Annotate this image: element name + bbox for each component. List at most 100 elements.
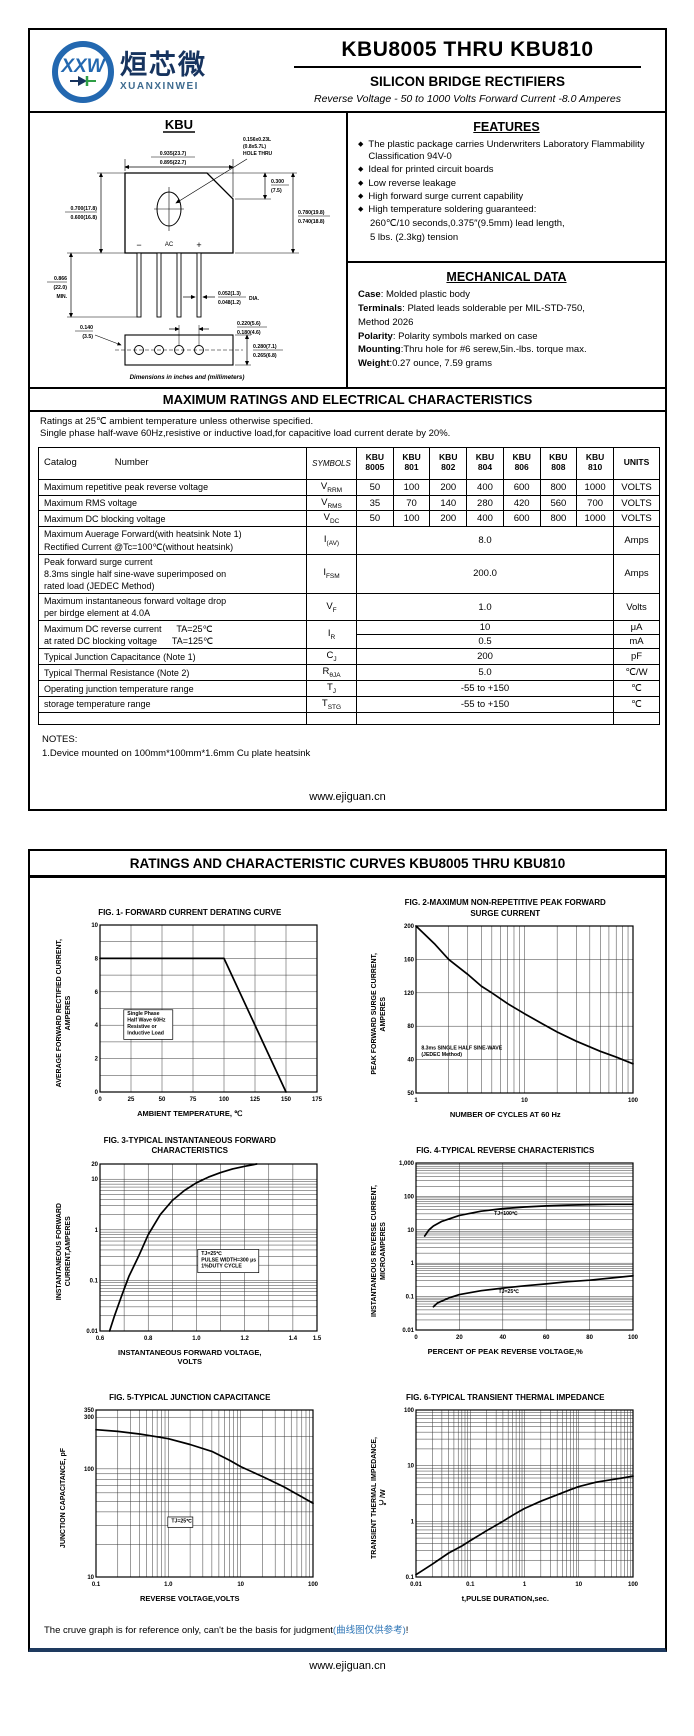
table-cell: 200	[429, 510, 468, 528]
dim-width-bottom: 0.895(22.7)	[160, 160, 187, 166]
table-cell: VOLTS	[613, 494, 660, 512]
header: XXW 烜芯微 XUANXINWEI KBU8005 THRU KBU810 S	[30, 30, 665, 111]
table-cell: VOLTS	[613, 478, 660, 496]
zth-curve	[414, 1475, 634, 1576]
x-axis-label: REVERSE VOLTAGE,VOLTS	[139, 1594, 240, 1604]
table-cell: Maximum Auerage Forward(with heatsink No…	[38, 526, 307, 555]
plot-border	[99, 1163, 318, 1332]
dim-bottom2-bottom: 0.180(4.6)	[237, 330, 261, 336]
y-tick-label: 0.1	[405, 1575, 414, 1581]
annotation-text: Inductive Load	[127, 1031, 164, 1037]
annotation-box	[123, 1009, 174, 1041]
table-cell: μA	[613, 620, 660, 636]
mechanical-heading: MECHANICAL DATA	[446, 270, 567, 284]
page-2: RATINGS AND CHARACTERISTIC CURVES KBU800…	[28, 849, 667, 1652]
table-cell: storage temperature range	[38, 696, 307, 713]
surge-current-curve	[414, 925, 634, 1065]
table-cell: 800	[539, 478, 578, 496]
dim-right-height-bottom: 0.740(18.8)	[298, 219, 325, 225]
y-tick-label: 10	[87, 1575, 94, 1581]
bullet-icon: ◆	[358, 166, 364, 174]
y-tick-label: 300	[84, 1415, 95, 1421]
mechanical-line: Weight:0.27 ounce, 7.59 grams	[358, 358, 492, 370]
y-tick-label: 10	[407, 1228, 414, 1234]
bullet-icon: ◆	[358, 179, 364, 187]
bullet-icon: ◆	[358, 206, 364, 214]
disclaimer-note: The cruve graph is for reference only, c…	[44, 1624, 409, 1636]
table-cell: Amps	[613, 526, 660, 555]
table-cell: VRRM	[306, 478, 357, 496]
y-axis-label: INSTANTANEOUS FORWARD CURRENT,AMPERES	[55, 1203, 72, 1301]
mechanical-line: Method 2026	[358, 316, 414, 328]
annotation-box	[197, 1248, 260, 1273]
figure-title: FIG. 5-TYPICAL JUNCTION CAPACITANCE	[109, 1392, 271, 1402]
y-tick-label: 0.01	[86, 1329, 98, 1335]
ratings-conditions: Ratings at 25℃ ambient temperature unles…	[30, 412, 665, 443]
table-cell	[356, 711, 614, 725]
table-cell: -55 to +150	[356, 680, 614, 698]
x-tick-label: 100	[627, 1335, 638, 1341]
table-row: Maximum Auerage Forward(with heatsink No…	[38, 526, 660, 555]
x-tick-label: 125	[250, 1097, 261, 1103]
dim-hole-3: HOLE THRU	[243, 151, 273, 157]
x-tick-label: 0.01	[410, 1582, 422, 1588]
x-tick-label: 100	[219, 1097, 230, 1103]
chart-canvas: 0.6 0.8 1.0 1.2 1.4 1.5 20 10 1 0.1 0.01 TJ=25℃PULS…	[86, 1162, 322, 1342]
annotation-text: Resistive or	[127, 1024, 156, 1030]
part-header: KBU 806	[502, 446, 541, 480]
table-row: Typical Thermal Resistance (Note 2) RθJA 5…	[38, 664, 660, 682]
y-tick-label: 8	[95, 957, 99, 963]
dim-offset-bottom: (7.5)	[271, 188, 282, 194]
x-tick-label: 80	[586, 1335, 593, 1341]
y-tick-label: 1	[410, 1520, 414, 1526]
table-cell: pF	[613, 648, 660, 666]
y-tick-label: 160	[403, 958, 414, 964]
drawing-title: KBU	[165, 117, 193, 132]
dim-lead-dia-label: DIA.	[249, 296, 260, 302]
y-tick-label: 40	[407, 1058, 414, 1064]
mechanical-line: Case: Molded plastic body	[358, 289, 470, 300]
x-tick-label: 1	[414, 1098, 418, 1104]
table-cell: 200.0	[356, 553, 614, 595]
annotation-text: TJ=100℃	[494, 1210, 518, 1217]
table-cell: Peak forward surge current 8.3ms single …	[38, 553, 307, 595]
table-cell: 1000	[576, 478, 614, 496]
table-cell: Typical Thermal Resistance (Note 2)	[38, 664, 307, 682]
x-tick-label: 0.6	[96, 1336, 105, 1342]
figure-1: FIG. 1- FORWARD CURRENT DERATING CURVE A…	[32, 884, 348, 1122]
x-tick-label: 50	[159, 1097, 166, 1103]
table-cell: 200	[356, 648, 614, 666]
plot-border	[414, 1162, 634, 1331]
table-cell	[38, 711, 307, 725]
document-canvas: XXW 烜芯微 XUANXINWEI KBU8005 THRU KBU810 S	[28, 28, 667, 1672]
x-tick-label: 100	[627, 1582, 638, 1588]
feature-text: Low reverse leakage	[368, 177, 457, 189]
dim-left-height-bottom: 0.600(16.8)	[70, 215, 97, 221]
table-cell: VDC	[306, 510, 357, 528]
title-rule	[294, 66, 641, 68]
x-tick-label: 20	[456, 1335, 463, 1341]
tj100-curve	[423, 1203, 634, 1237]
table-row: storage temperature range TSTG -55 to +150…	[38, 696, 660, 713]
figure-2: FIG. 2-MAXIMUM NON-REPETITIVE PEAK FORWA…	[348, 884, 664, 1122]
table-cell: 400	[466, 510, 504, 528]
y-tick-label: 50	[407, 1091, 414, 1097]
figure-title: FIG. 6-TYPICAL TRANSIENT THERMAL IMPEDAN…	[406, 1392, 605, 1402]
annotation-text: (JEDEC Method)	[421, 1052, 462, 1058]
table-cell: ℃	[613, 680, 660, 698]
table-row: Peak forward surge current 8.3ms single …	[38, 553, 660, 595]
x-tick-label: 1.0	[164, 1582, 173, 1588]
dim-bottom3-bottom: 0.265(6.8)	[253, 353, 277, 359]
feature-text: High forward surge current capability	[368, 191, 524, 202]
annotation-text: TJ=25℃	[498, 1288, 519, 1295]
company-logo: XXW 烜芯微 XUANXINWEI	[36, 40, 284, 103]
y-tick-label: 20	[91, 1162, 98, 1168]
logo-chinese-name: 烜芯微	[120, 50, 207, 81]
curves-page-title: RATINGS AND CHARACTERISTIC CURVES KBU800…	[30, 851, 665, 879]
y-tick-label: 100	[84, 1467, 95, 1473]
annotation-text: TJ=25℃	[201, 1250, 222, 1257]
mechanical-data-section: MECHANICAL DATA Case: Molded plastic bod…	[348, 263, 665, 380]
x-axis-label: t,PULSE DURATION,sec.	[461, 1594, 549, 1604]
note-item: 1.Device mounted on 100mm*100mm*1.6mm Cu…	[42, 748, 311, 760]
